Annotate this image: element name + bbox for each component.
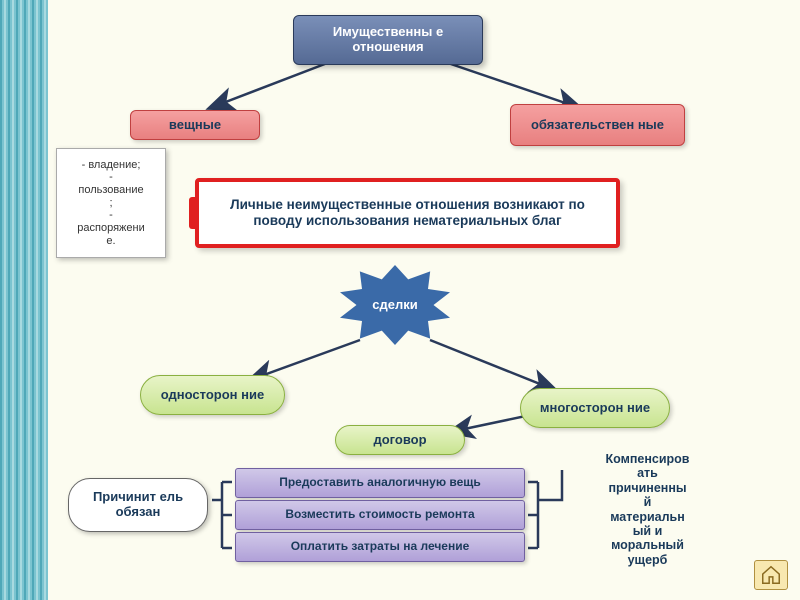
pill-odnostoronnie: односторон ние	[140, 375, 285, 415]
branch-obyazatelstvennye: обязательствен ные	[510, 104, 685, 146]
home-icon	[760, 564, 782, 586]
home-button[interactable]	[754, 560, 788, 590]
star-sdelki: сделки	[340, 265, 450, 345]
text-compensate: Компенсиров ать причиненны й материальн …	[565, 432, 730, 587]
pill-dogovor: договор	[335, 425, 465, 455]
decorative-stripe	[0, 0, 48, 600]
bar-reimburse-repair: Возместить стоимость ремонта	[235, 500, 525, 530]
pill-mnogostoronnie: многосторон ние	[520, 388, 670, 428]
framed-definition: Личные неимущественные отношения возника…	[195, 178, 620, 248]
root-node: Имущественны е отношения	[293, 15, 483, 65]
bar-provide-item: Предоставить аналогичную вещь	[235, 468, 525, 498]
bar-pay-treatment: Оплатить затраты на лечение	[235, 532, 525, 562]
branch-veshchnye: вещные	[130, 110, 260, 140]
pill-prichinitel: Причинит ель обязан	[68, 478, 208, 532]
note-ownership-rights: - владение; - пользование ; - распоряжен…	[56, 148, 166, 258]
